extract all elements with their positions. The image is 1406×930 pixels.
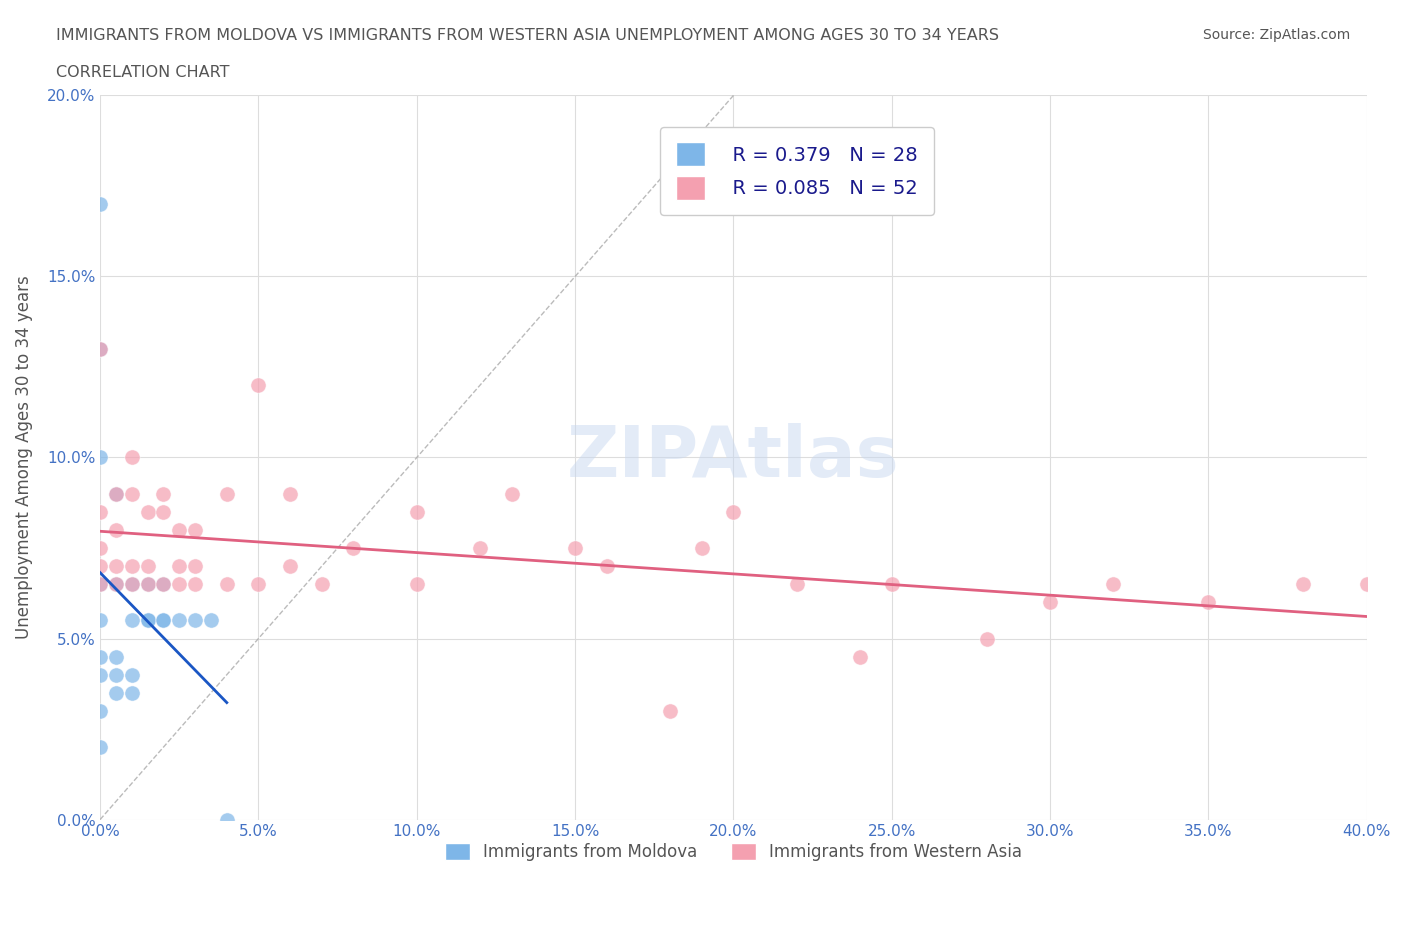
Point: [104, 685, 127, 700]
Point: [136, 613, 159, 628]
Legend: Immigrants from Moldova, Immigrants from Western Asia: Immigrants from Moldova, Immigrants from…: [436, 834, 1031, 870]
Point: [169, 523, 191, 538]
Point: [152, 613, 174, 628]
Point: [121, 613, 143, 628]
Point: [89, 540, 111, 555]
Point: [104, 523, 127, 538]
Point: [104, 486, 127, 501]
Point: [184, 559, 207, 574]
Point: [278, 486, 301, 501]
Point: [405, 577, 427, 591]
Point: [184, 613, 207, 628]
Point: [215, 486, 238, 501]
Point: [200, 613, 222, 628]
Point: [215, 577, 238, 591]
Point: [104, 577, 127, 591]
Point: [1039, 595, 1062, 610]
Point: [976, 631, 998, 646]
Point: [121, 685, 143, 700]
Point: [1292, 577, 1315, 591]
Point: [121, 668, 143, 683]
Point: [121, 486, 143, 501]
Point: [152, 577, 174, 591]
Point: [690, 540, 713, 555]
Point: [89, 577, 111, 591]
Point: [89, 703, 111, 718]
Text: Source: ZipAtlas.com: Source: ZipAtlas.com: [1202, 28, 1350, 42]
Point: [104, 486, 127, 501]
Point: [564, 540, 586, 555]
Point: [104, 577, 127, 591]
Text: ZIPAtlas: ZIPAtlas: [567, 423, 900, 492]
Point: [104, 559, 127, 574]
Y-axis label: Unemployment Among Ages 30 to 34 years: Unemployment Among Ages 30 to 34 years: [15, 275, 32, 639]
Point: [311, 577, 333, 591]
Point: [247, 378, 270, 392]
Point: [89, 504, 111, 519]
Point: [152, 613, 174, 628]
Point: [152, 504, 174, 519]
Point: [184, 577, 207, 591]
Point: [1198, 595, 1220, 610]
Point: [152, 577, 174, 591]
Point: [89, 649, 111, 664]
Point: [880, 577, 903, 591]
Point: [89, 613, 111, 628]
Point: [89, 559, 111, 574]
Point: [723, 504, 745, 519]
Point: [89, 341, 111, 356]
Point: [89, 739, 111, 754]
Point: [89, 196, 111, 211]
Point: [136, 577, 159, 591]
Point: [468, 540, 491, 555]
Point: [121, 450, 143, 465]
Point: [89, 341, 111, 356]
Point: [278, 559, 301, 574]
Point: [136, 504, 159, 519]
Point: [786, 577, 808, 591]
Point: [121, 559, 143, 574]
Point: [169, 613, 191, 628]
Point: [659, 703, 682, 718]
Text: CORRELATION CHART: CORRELATION CHART: [56, 65, 229, 80]
Point: [89, 668, 111, 683]
Point: [184, 523, 207, 538]
Point: [104, 668, 127, 683]
Point: [152, 486, 174, 501]
Point: [405, 504, 427, 519]
Point: [849, 649, 872, 664]
Point: [1355, 577, 1378, 591]
Point: [596, 559, 619, 574]
Point: [121, 577, 143, 591]
Point: [169, 577, 191, 591]
Point: [136, 613, 159, 628]
Point: [136, 577, 159, 591]
Point: [89, 577, 111, 591]
Point: [215, 812, 238, 827]
Point: [247, 577, 270, 591]
Text: IMMIGRANTS FROM MOLDOVA VS IMMIGRANTS FROM WESTERN ASIA UNEMPLOYMENT AMONG AGES : IMMIGRANTS FROM MOLDOVA VS IMMIGRANTS FR…: [56, 28, 1000, 43]
Point: [169, 559, 191, 574]
Point: [104, 649, 127, 664]
Point: [121, 577, 143, 591]
Point: [89, 450, 111, 465]
Point: [1102, 577, 1125, 591]
Point: [342, 540, 364, 555]
Point: [501, 486, 523, 501]
Point: [136, 559, 159, 574]
